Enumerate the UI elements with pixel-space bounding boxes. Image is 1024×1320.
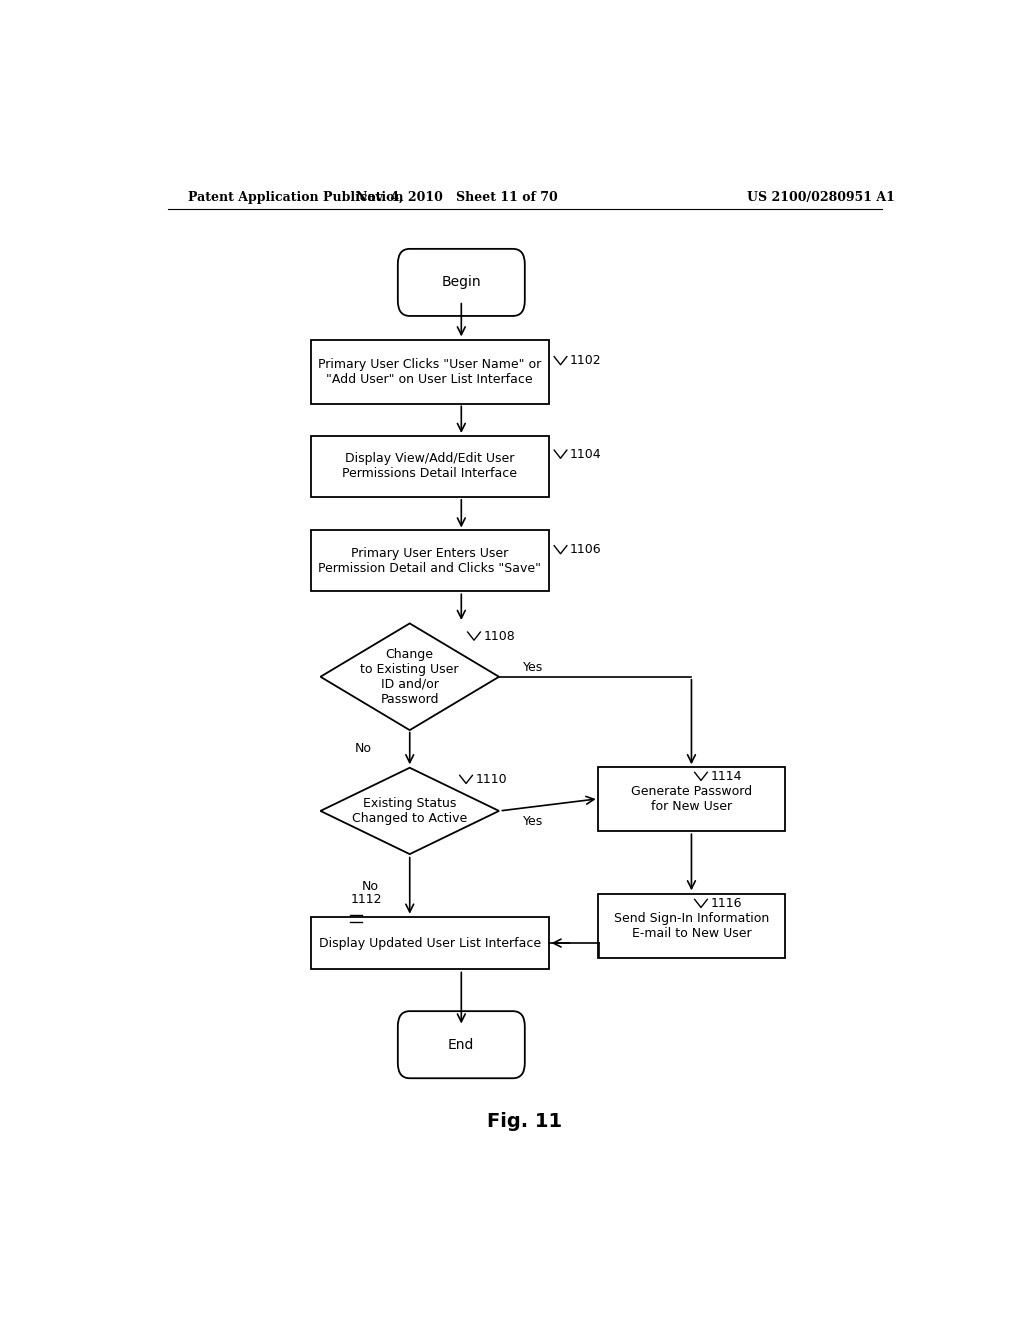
Text: Begin: Begin (441, 276, 481, 289)
Text: Display View/Add/Edit User
Permissions Detail Interface: Display View/Add/Edit User Permissions D… (342, 453, 517, 480)
Bar (310, 436, 549, 496)
Bar (598, 767, 784, 830)
Text: Display Updated User List Interface: Display Updated User List Interface (318, 937, 541, 949)
Text: 1108: 1108 (483, 630, 515, 643)
Text: 1112: 1112 (350, 894, 382, 907)
Text: 1102: 1102 (570, 354, 602, 367)
Bar (598, 894, 784, 958)
Bar (310, 916, 549, 969)
Text: US 2100/0280951 A1: US 2100/0280951 A1 (748, 190, 895, 203)
Text: No: No (354, 742, 372, 755)
Text: Existing Status
Changed to Active: Existing Status Changed to Active (352, 797, 467, 825)
FancyBboxPatch shape (397, 249, 524, 315)
Text: 1106: 1106 (570, 544, 602, 556)
Text: Primary User Enters User
Permission Detail and Clicks "Save": Primary User Enters User Permission Deta… (318, 546, 541, 576)
FancyBboxPatch shape (397, 1011, 524, 1078)
Bar (310, 339, 549, 404)
Text: Primary User Clicks "User Name" or
"Add User" on User List Interface: Primary User Clicks "User Name" or "Add … (317, 358, 542, 385)
Text: 1114: 1114 (711, 770, 742, 783)
Text: Fig. 11: Fig. 11 (487, 1113, 562, 1131)
Text: Generate Password
for New User: Generate Password for New User (631, 784, 752, 813)
Text: Send Sign-In Information
E-mail to New User: Send Sign-In Information E-mail to New U… (613, 912, 769, 940)
Polygon shape (321, 768, 499, 854)
Text: Patent Application Publication: Patent Application Publication (187, 190, 403, 203)
Text: Change
to Existing User
ID and/or
Password: Change to Existing User ID and/or Passwo… (360, 648, 459, 706)
Text: Yes: Yes (522, 661, 543, 675)
Text: End: End (449, 1038, 474, 1052)
Polygon shape (321, 623, 499, 730)
Text: No: No (361, 879, 379, 892)
Text: 1116: 1116 (711, 896, 742, 909)
Text: 1110: 1110 (475, 774, 507, 785)
Text: Yes: Yes (522, 814, 543, 828)
Text: Nov. 4, 2010   Sheet 11 of 70: Nov. 4, 2010 Sheet 11 of 70 (356, 190, 558, 203)
Text: 1104: 1104 (570, 447, 602, 461)
Bar (310, 531, 549, 591)
